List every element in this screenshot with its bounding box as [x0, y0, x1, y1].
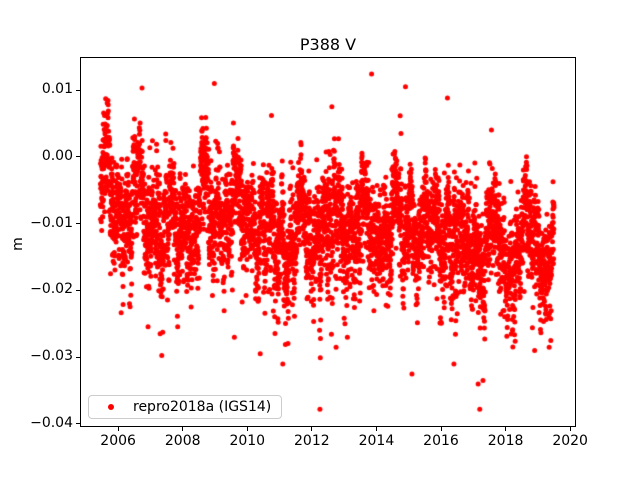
y-tick-mark [76, 223, 80, 225]
x-tick-label: 2014 [358, 433, 395, 449]
y-tick-label: 0.00 [41, 147, 73, 164]
x-tick-label: 2020 [552, 433, 588, 449]
y-tick-label: −0.03 [30, 348, 73, 365]
x-tick-label: 2012 [294, 433, 330, 449]
legend-marker-box [97, 404, 125, 410]
x-tick-label: 2016 [423, 433, 459, 449]
scatter-points-canvas [81, 58, 575, 426]
x-tick-label: 2018 [487, 433, 524, 449]
y-axis-label: m [10, 237, 26, 251]
y-tick-mark [76, 423, 80, 425]
y-tick-mark [76, 289, 80, 291]
x-tick-mark [246, 427, 248, 431]
x-tick-label: 2010 [229, 433, 266, 449]
chart-title: P388 V [299, 35, 357, 54]
x-tick-mark [505, 427, 507, 431]
y-tick-label: −0.02 [30, 281, 73, 298]
x-tick-mark [569, 427, 571, 431]
legend-label: repro2018a (IGS14) [133, 399, 272, 415]
y-tick-label: −0.04 [30, 414, 73, 431]
y-tick-mark [76, 356, 80, 358]
y-tick-mark [76, 156, 80, 158]
x-tick-mark [117, 427, 119, 431]
x-tick-mark [375, 427, 377, 431]
x-tick-mark [440, 427, 442, 431]
plot-area [80, 57, 576, 427]
legend-marker-icon [108, 404, 114, 410]
x-tick-label: 2008 [164, 433, 201, 449]
y-tick-mark [76, 89, 80, 91]
legend: repro2018a (IGS14) [88, 395, 283, 419]
x-tick-mark [311, 427, 313, 431]
x-tick-label: 2006 [100, 433, 136, 449]
y-tick-label: 0.01 [41, 81, 73, 98]
y-tick-label: −0.01 [30, 214, 73, 231]
x-tick-mark [182, 427, 184, 431]
